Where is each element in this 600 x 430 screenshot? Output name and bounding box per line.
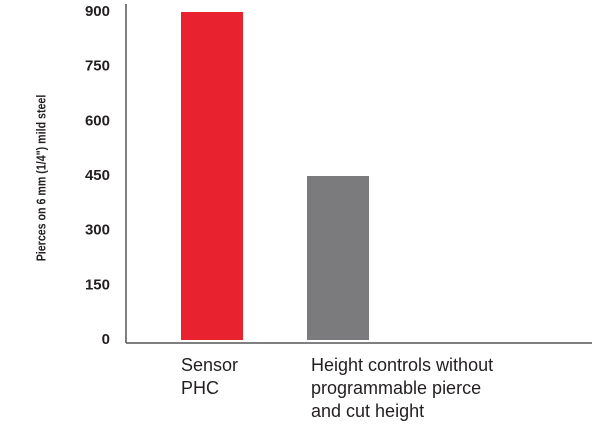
x-tick-label: and cut height [311,401,424,421]
y-tick-label: 150 [85,276,110,293]
x-tick-label: PHC [181,378,219,398]
y-axis-label: Pierces on 6 mm (1/4") mild steel [33,95,48,262]
y-tick-label: 900 [85,3,110,20]
bar [307,176,369,340]
y-tick-label: 450 [85,167,110,184]
bar [181,12,243,340]
x-tick-label: programmable pierce [311,378,481,398]
y-tick-label: 300 [85,222,110,239]
y-tick-label: 0 [102,331,110,348]
x-tick-label: Height controls without [311,355,493,375]
x-tick-label: Sensor [181,355,238,375]
y-tick-label: 600 [85,112,110,129]
y-tick-label: 750 [85,58,110,75]
